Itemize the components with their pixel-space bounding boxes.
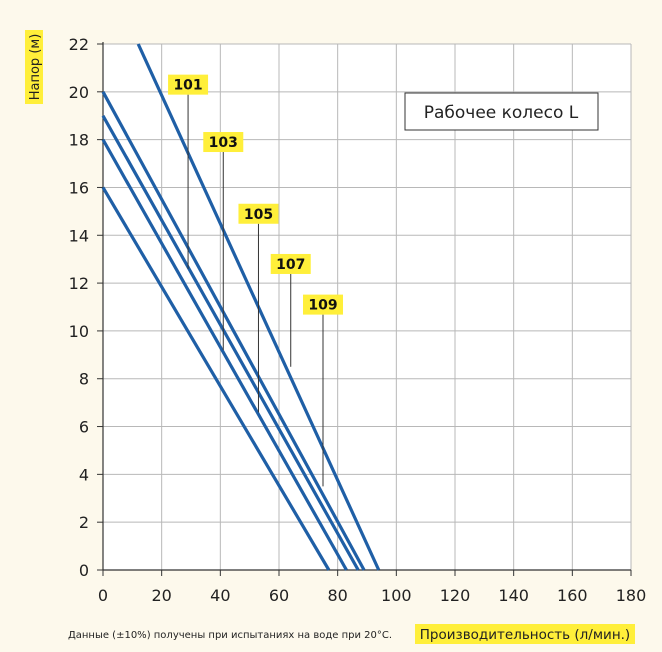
series-label-highlight-103 [203, 132, 244, 153]
x-tick-label: 20 [151, 586, 171, 605]
y-tick-label: 2 [79, 513, 89, 532]
x-tick-label: 0 [98, 586, 108, 605]
annotation-frame [404, 92, 599, 131]
y-tick-label: 10 [69, 322, 89, 341]
grid [103, 43, 632, 570]
x-tick-label: 140 [498, 586, 529, 605]
series-line-101 [101, 186, 331, 571]
tick-labels: 0 20 40 60 80 100 120 140 160 180 0 2 4 6 8 10 12 14 16 18 2… [69, 35, 647, 605]
x-tick-label: 60 [269, 586, 289, 605]
x-tick-label: 80 [327, 586, 347, 605]
series-label-highlight-105 [238, 203, 279, 224]
footnote: Данные (±10%) получены при испытаниях на… [68, 630, 392, 641]
x-tick-label: 100 [381, 586, 412, 605]
series-label-highlight-101 [168, 74, 209, 95]
series-label-103: 103 [209, 135, 238, 151]
y-tick-label: 12 [69, 274, 89, 293]
series-line-105 [101, 114, 360, 571]
series-label-109: 109 [308, 298, 337, 314]
x-axis-title-highlight [415, 624, 635, 644]
x-tick-label: 40 [210, 586, 230, 605]
y-tick-label: 16 [69, 178, 89, 197]
y-tick-label: 6 [79, 418, 89, 437]
series-label-highlight-109 [303, 294, 343, 315]
series-line-107 [101, 91, 366, 571]
series-label-101: 101 [173, 78, 202, 94]
annotation-box: Рабочее колесо L [404, 92, 599, 131]
series-line-103 [101, 138, 348, 571]
y-tick-label: 22 [69, 35, 89, 54]
series-label-107: 107 [276, 257, 305, 273]
x-tick-label: 180 [616, 586, 647, 605]
y-axis-title: Напор (м) [25, 30, 43, 104]
y-tick-label: 8 [79, 370, 89, 389]
y-tick-label: 14 [69, 226, 89, 245]
y-tick-label: 20 [69, 83, 89, 102]
y-axis-title-highlight [25, 30, 43, 104]
x-tick-label: 160 [557, 586, 588, 605]
series-label-105: 105 [244, 207, 273, 223]
y-axis-title-text: Напор (м) [28, 34, 43, 101]
x-tick-label: 120 [440, 586, 471, 605]
series-lines [101, 43, 381, 571]
y-tick-label: 4 [79, 465, 89, 484]
series-pointers [187, 94, 324, 487]
y-tick-label: 0 [79, 561, 89, 580]
plot-area [103, 44, 631, 570]
annotation-text: Рабочее колесо L [424, 103, 579, 123]
y-tick-label: 18 [69, 131, 89, 150]
axes [97, 42, 632, 576]
x-axis-title-text: Производительность (л/мин.) [420, 627, 630, 643]
series-labels: 101 103 105 107 109 [168, 74, 343, 315]
x-axis-title: Производительность (л/мин.) [415, 624, 635, 644]
series-label-highlight-107 [270, 253, 311, 274]
